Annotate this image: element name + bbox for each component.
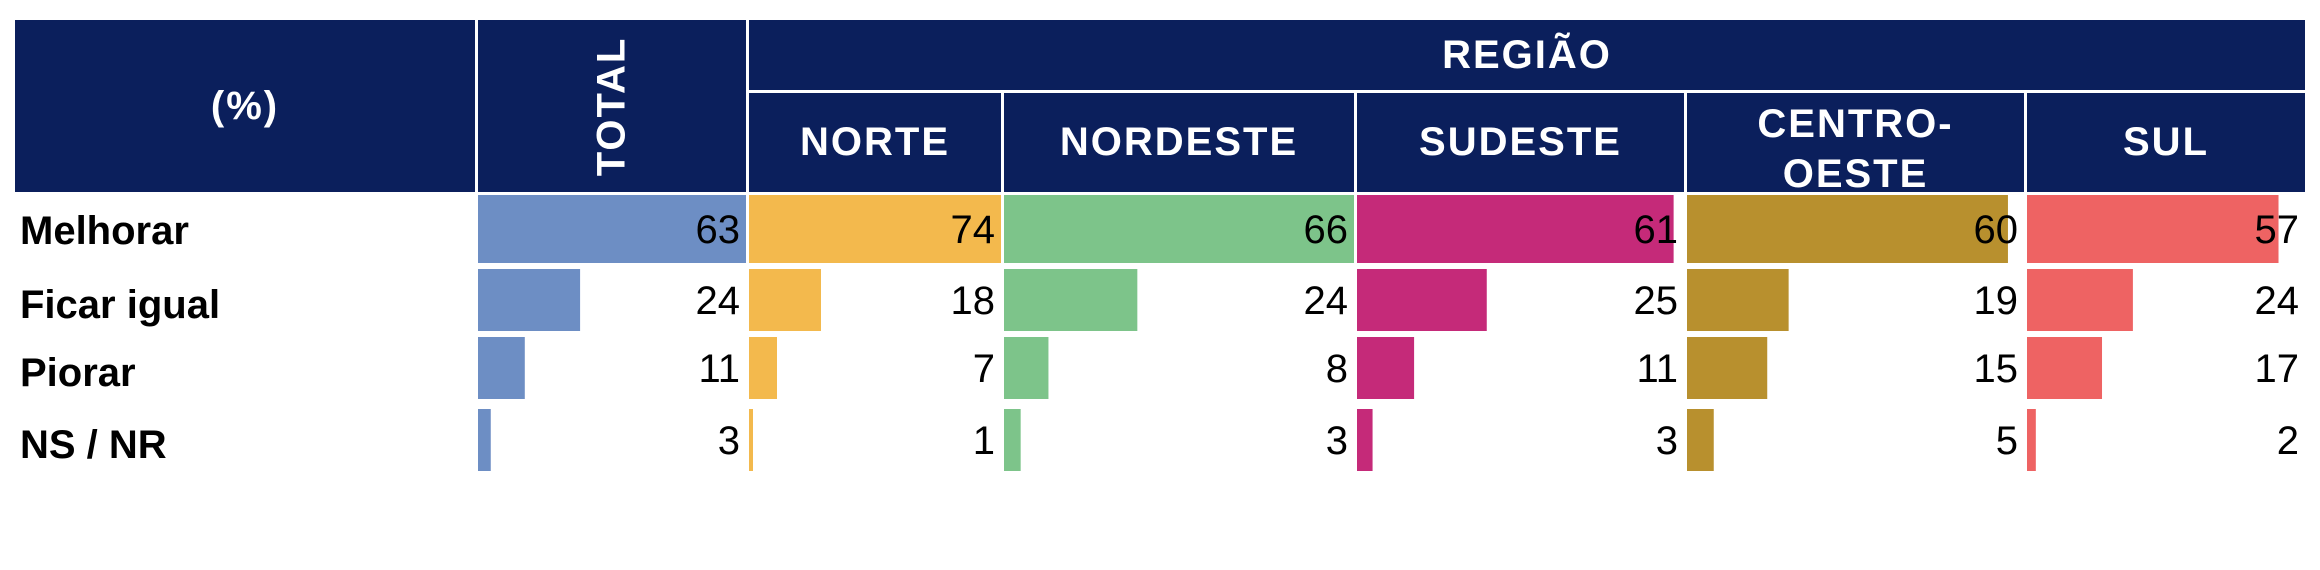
bar-sul-2 [2027,337,2103,399]
bar-sul-3 [2027,409,2036,471]
value-label-total-1: 24 [696,279,741,323]
value-label-nordeste-2: 8 [1326,347,1348,391]
bar-total-3 [478,409,491,471]
region-header: REGIÃO [749,20,2305,90]
subheader-sul-label: SUL [2123,120,2209,164]
row-label-ns-nr: NS / NR [20,423,167,467]
value-label-sul-1: 24 [2255,279,2300,323]
subheader-norte: NORTE [749,93,1001,192]
value-label-norte-2: 7 [973,347,995,391]
bar-centro-oeste-1 [1687,269,1789,331]
value-label-centro-oeste-0: 60 [1974,208,2019,252]
value-label-sul-0: 57 [2255,208,2300,252]
bar-total-0 [478,195,746,263]
subheader-sudeste: SUDESTE [1357,93,1684,192]
value-label-nordeste-3: 3 [1326,419,1348,463]
row-label-piorar: Piorar [20,351,136,395]
value-label-sudeste-0: 61 [1634,208,1679,252]
bar-norte-2 [749,337,777,399]
percent-header-label: (%) [210,83,280,128]
subheader-norte-label: NORTE [800,120,950,164]
subheader-nordeste-label: NORDESTE [1059,120,1299,164]
row-label-ficar-igual: Ficar igual [20,283,221,327]
percent-header: (%) [15,20,475,192]
bar-centro-oeste-0 [1687,195,2008,263]
bar-norte-3 [749,409,753,471]
value-label-sudeste-1: 25 [1634,279,1679,323]
bar-nordeste-2 [1004,337,1049,399]
bar-sudeste-2 [1357,337,1415,399]
bar-sul-1 [2027,269,2133,331]
value-label-sudeste-2: 11 [1636,347,1678,391]
bar-norte-1 [749,269,821,331]
value-label-nordeste-0: 66 [1304,208,1349,252]
bar-norte-0 [749,195,1001,263]
bar-sudeste-0 [1357,195,1674,263]
bar-total-1 [478,269,581,331]
value-label-centro-oeste-1: 19 [1974,279,2019,323]
value-label-sul-3: 2 [2277,419,2299,463]
value-label-norte-1: 18 [951,279,996,323]
value-label-nordeste-1: 24 [1304,279,1349,323]
bar-nordeste-1 [1004,269,1138,331]
subheader-sul: SUL [2027,93,2305,192]
bar-centro-oeste-3 [1687,409,1714,471]
value-label-total-0: 63 [696,208,741,252]
bar-sudeste-1 [1357,269,1487,331]
bar-nordeste-0 [1004,195,1354,263]
value-label-norte-0: 74 [951,208,996,252]
value-label-centro-oeste-3: 5 [1996,419,2018,463]
subheader-centro-oeste-label: CENTRO- OESTE [1757,102,1954,192]
bar-centro-oeste-2 [1687,337,1768,399]
subheader-sudeste-label: SUDESTE [1419,120,1622,164]
value-label-sul-2: 17 [2255,347,2300,391]
value-label-sudeste-3: 3 [1656,419,1678,463]
subheader-nordeste: NORDESTE [1004,93,1354,192]
row-label-melhorar: Melhorar [20,209,189,253]
bar-nordeste-3 [1004,409,1021,471]
value-label-total-3: 3 [718,419,740,463]
value-label-centro-oeste-2: 15 [1974,347,2019,391]
bar-sul-0 [2027,195,2279,263]
region-header-label: REGIÃO [1442,32,1612,77]
total-header: TOTAL [478,20,746,192]
value-label-total-2: 11 [698,347,740,391]
subheader-centro-oeste: CENTRO- OESTE [1687,93,2024,192]
value-label-norte-3: 1 [973,419,995,463]
bar-total-2 [478,337,525,399]
bar-sudeste-3 [1357,409,1373,471]
